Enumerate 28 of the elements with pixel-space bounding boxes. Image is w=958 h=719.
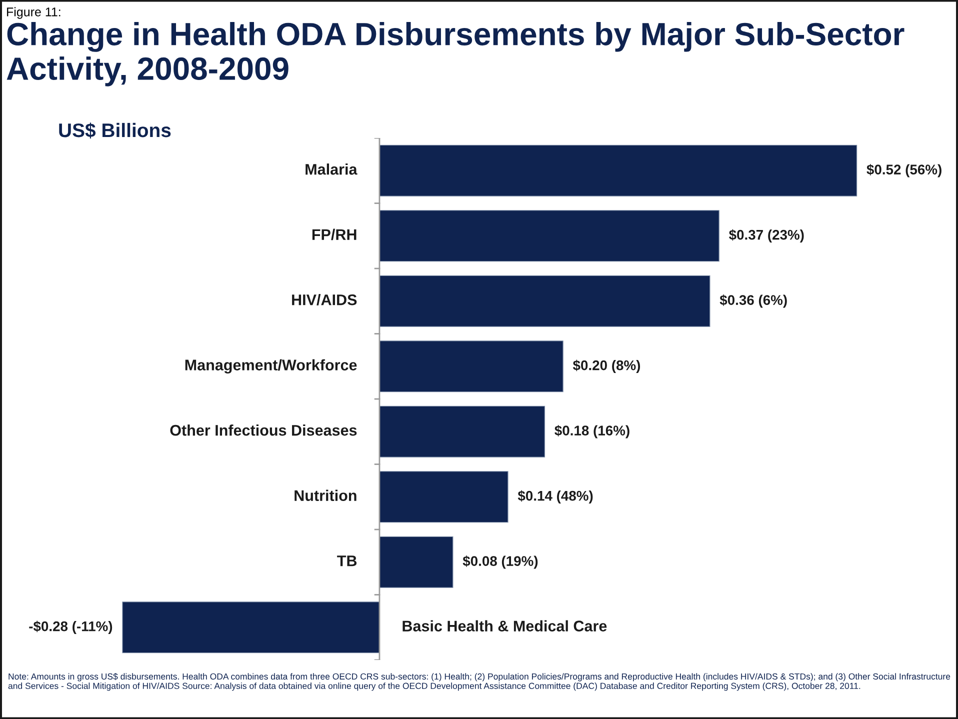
bar: [379, 210, 720, 262]
data-label: $0.20 (8%): [572, 360, 640, 373]
data-label: $0.36 (6%): [720, 294, 787, 308]
data-label: $0.14 (48%): [518, 490, 593, 504]
bar: [379, 406, 546, 458]
data-label: $0.52 (56%): [866, 164, 942, 178]
y-tick-label: Other Infectious Diseases: [170, 424, 357, 436]
data-label: $0.18 (16%): [554, 425, 630, 438]
chart-title: Change in Health ODA Disbursements by Major Sub-Sector Activity, 2008-2009: [6, 22, 904, 86]
caption: Figure 11:: [7, 7, 60, 19]
bar: [379, 340, 564, 392]
annotation: US$ Billions: [59, 122, 171, 138]
y-tick-label: FP/RH: [312, 228, 356, 240]
data-label: $0.08 (19%): [462, 556, 538, 569]
data-label: $0.37 (23%): [728, 229, 804, 242]
bar: [379, 275, 710, 327]
bar: [379, 144, 858, 196]
text: Note: Amounts in gross US$ disbursements. Health ODA combines data from three OECD CRS sub-sectors: (1) Health; (2) Population Policies/Programs and Reproductive Health (includes HIV/AIDS & STDs); and (3) Other Social Infrastructure and Services - Social Mitigation of HIV/AIDS Source: Analysis of data obtained via online query of the OECD Development Assistance Committee (DAC) Database and Creditor Reporting System (CRS), October 28, 2011.: [8, 673, 950, 691]
y-tick-label: TB: [337, 556, 357, 566]
y-tick-label: Management/Workforce: [185, 359, 357, 374]
bar: [122, 602, 380, 654]
bar: [379, 471, 508, 523]
data-label: -$0.28 (-11%): [29, 620, 112, 634]
y-tick-label: Nutrition: [294, 490, 356, 501]
y-tick-label: Basic Health & Medical Care: [402, 620, 607, 632]
y-tick-label: HIV/AIDS: [292, 294, 357, 306]
y-tick-label: Malaria: [306, 164, 358, 175]
bar: [379, 536, 454, 588]
